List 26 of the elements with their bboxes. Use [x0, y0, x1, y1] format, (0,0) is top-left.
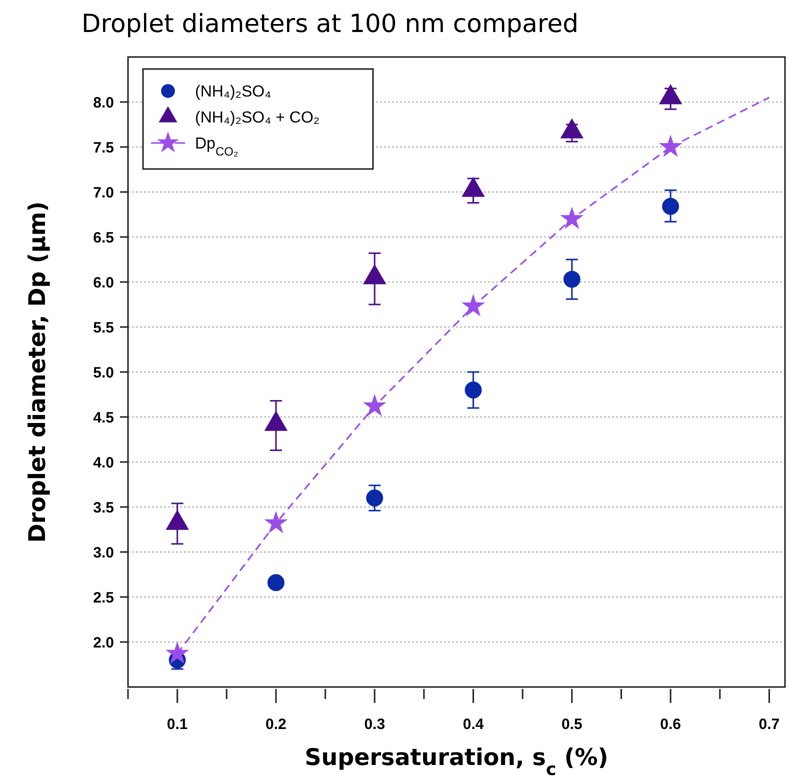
x-tick-label: 0.3: [364, 716, 386, 733]
x-tick-label: 0.4: [462, 716, 484, 733]
y-tick-label: 3.5: [93, 499, 114, 516]
y-tick-label: 7.5: [93, 139, 114, 156]
y-tick-label: 3.0: [93, 544, 114, 562]
x-tick-label: 0.6: [660, 716, 681, 733]
y-tick-label: 2.0: [93, 634, 114, 652]
y-tick-label: 2.5: [93, 589, 114, 606]
x-tick-label: 0.2: [266, 716, 286, 733]
x-tick-label: 0.1: [166, 716, 188, 733]
legend-label: (NH₄)₂SO₄: [195, 84, 272, 101]
x-tick-label: 0.5: [561, 716, 582, 733]
y-tick-label: 4.0: [93, 454, 114, 472]
y-tick-label: 4.5: [93, 409, 114, 426]
x-axis-title: Supersaturation, s$_{c}$ (%): [304, 745, 608, 777]
y-tick-label: 5.5: [93, 319, 114, 336]
legend-label: (NH₄)₂SO₄ + CO₂: [195, 110, 320, 127]
x-tick-label: 0.7: [758, 716, 780, 733]
legend-label: Dp$_{CO₂}$: [195, 136, 238, 159]
y-axis-title: Droplet diameter, Dp (µm): [25, 201, 51, 543]
y-tick-label: 5.0: [93, 364, 114, 382]
chart-title: Droplet diameters at 100 nm compared: [82, 9, 578, 38]
y-tick-label: 8.0: [93, 94, 114, 112]
y-tick-label: 7.0: [93, 184, 114, 202]
y-tick-label: 6.0: [93, 274, 114, 292]
y-tick-label: 6.5: [93, 229, 114, 246]
